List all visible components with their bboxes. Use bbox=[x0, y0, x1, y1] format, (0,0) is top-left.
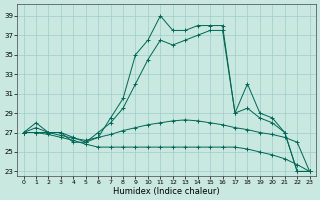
X-axis label: Humidex (Indice chaleur): Humidex (Indice chaleur) bbox=[113, 187, 220, 196]
